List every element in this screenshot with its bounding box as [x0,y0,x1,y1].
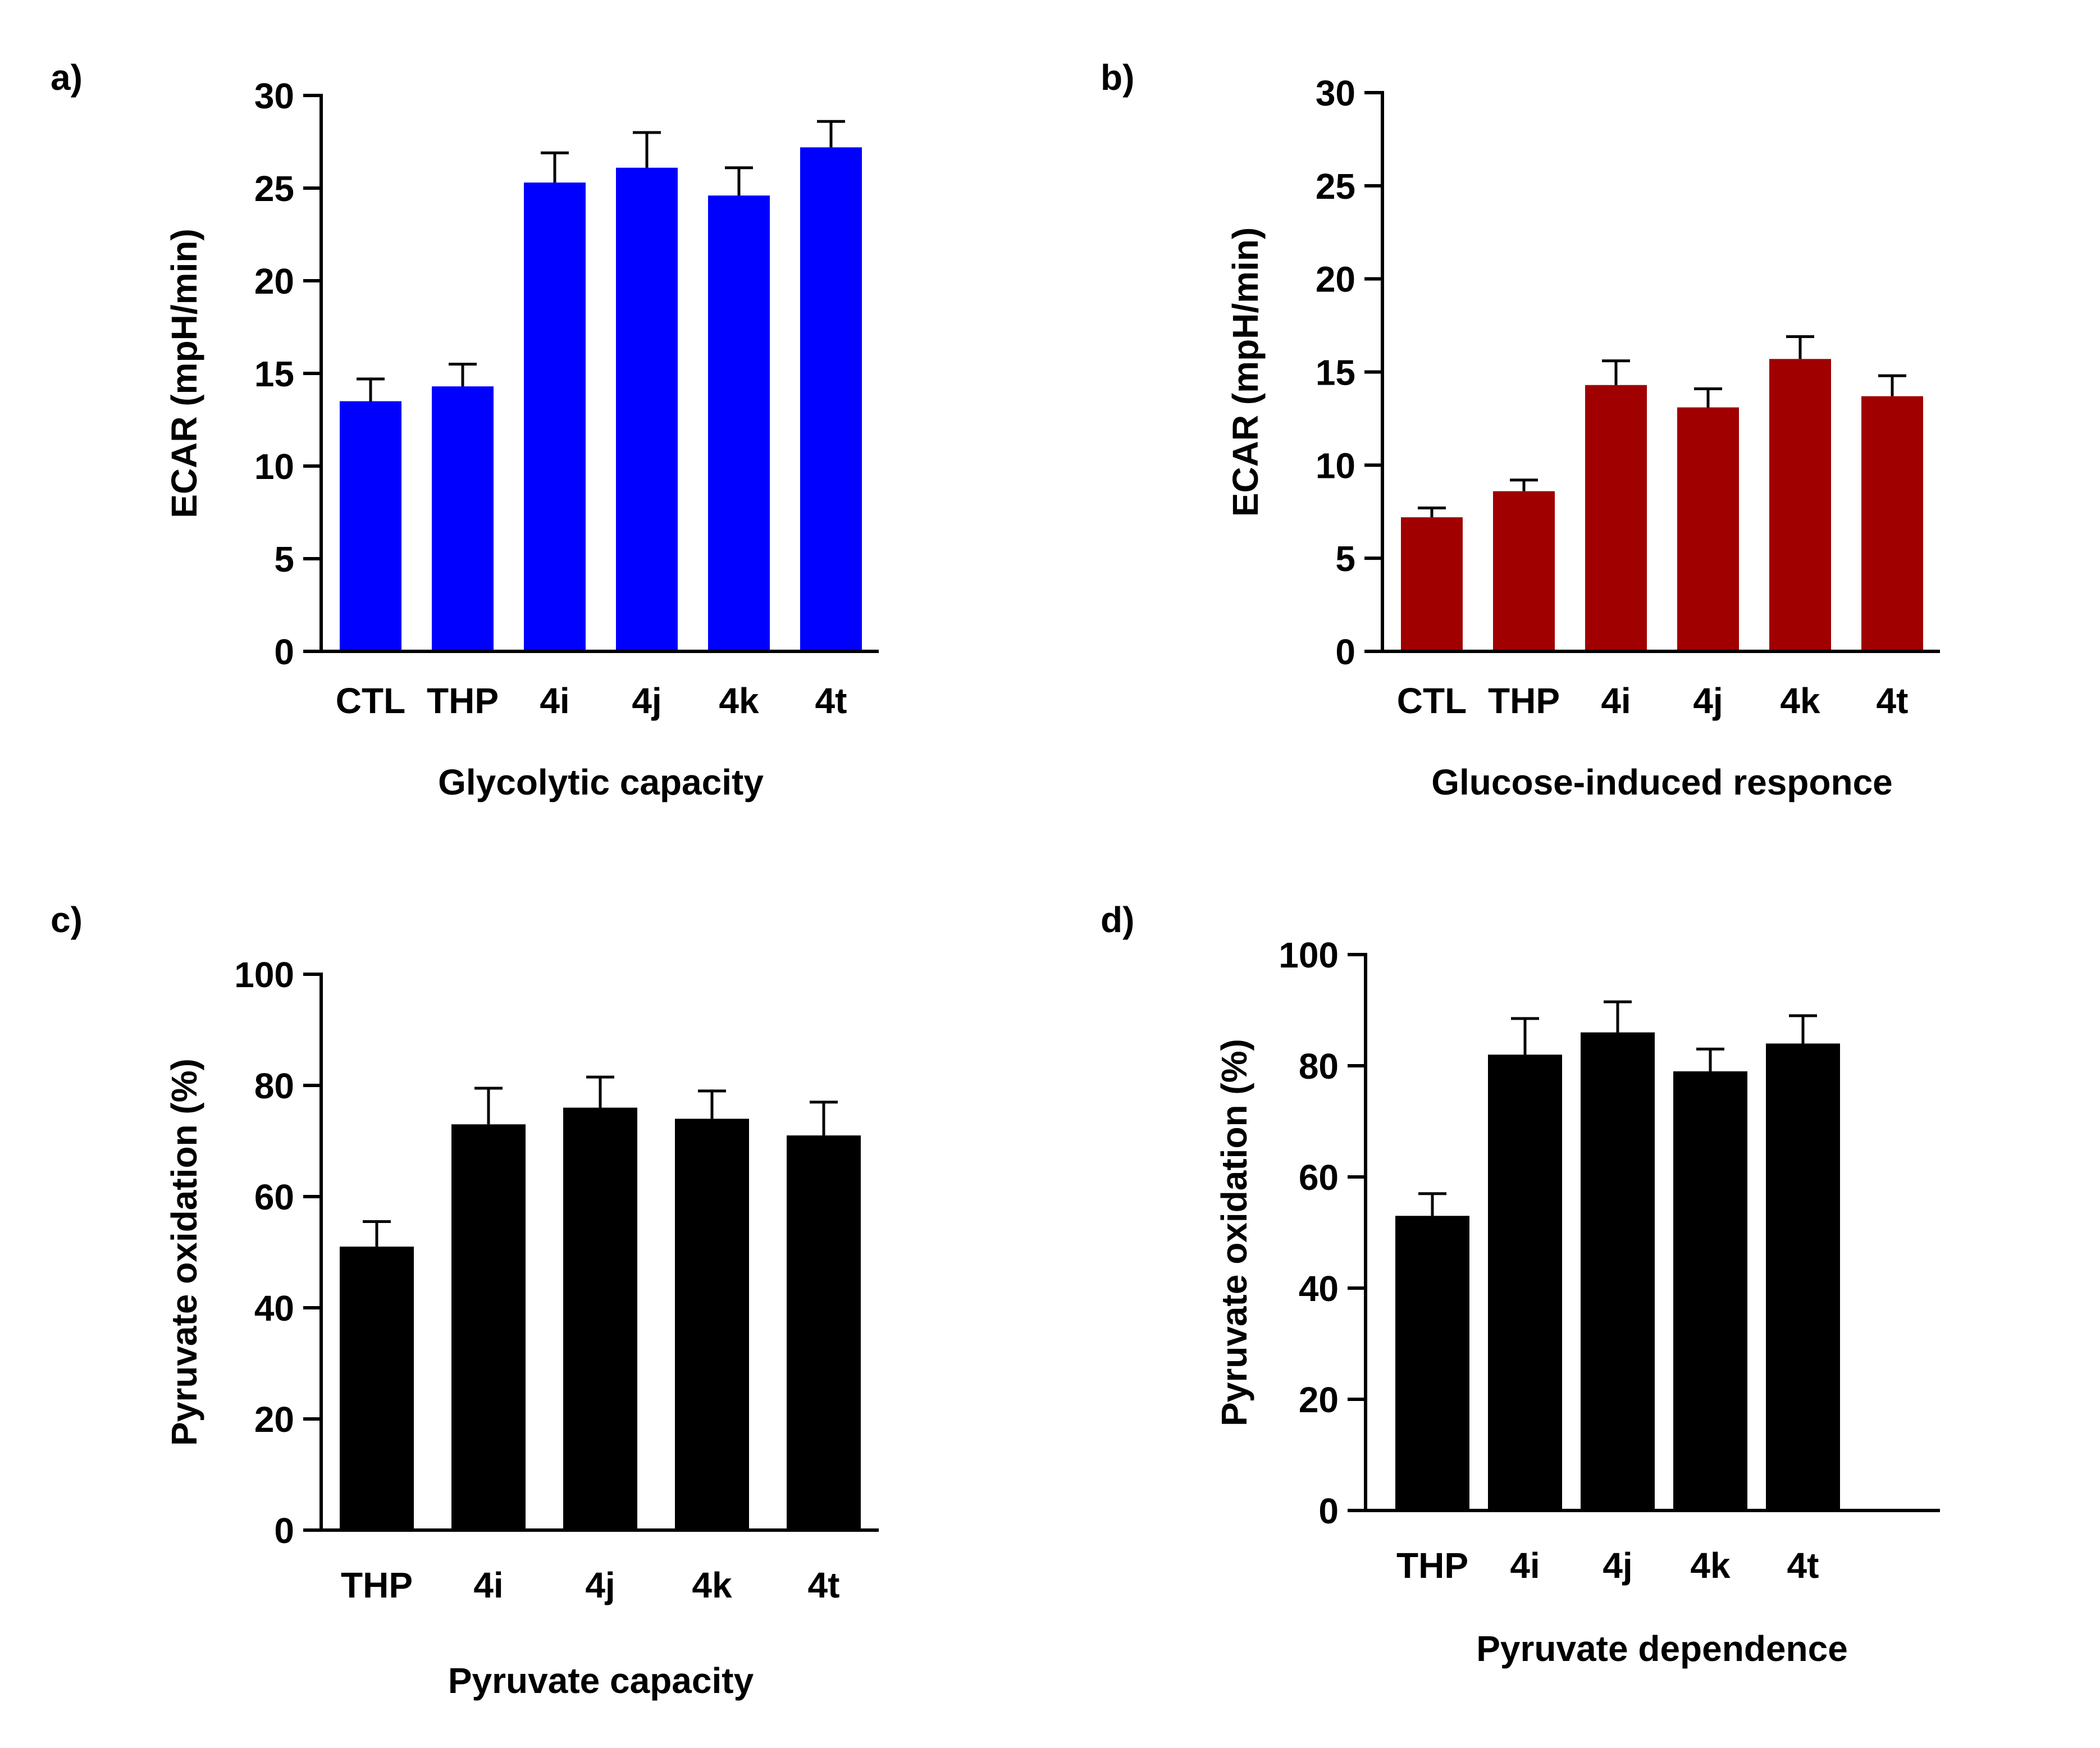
panel-letter: c) [51,900,83,940]
y-tick-label: 40 [254,1288,294,1329]
bar [432,386,494,651]
chart-title: Glycolytic capacity [438,762,764,802]
x-tick-label: THP [1488,681,1560,721]
y-tick-label: 30 [254,76,294,116]
y-axis-title: Pyruvate oxidation (%) [164,1058,204,1446]
bar [787,1135,861,1530]
x-tick-label: 4t [1877,681,1909,721]
chart-title: Glucose-induced responce [1431,762,1893,802]
bar [1861,396,1923,651]
bar [800,147,862,651]
bar [1766,1043,1840,1510]
y-tick-label: 20 [254,261,294,302]
y-tick-label: 20 [254,1399,294,1440]
bar [708,195,770,651]
bar [1581,1032,1655,1510]
bar [1493,491,1555,651]
x-tick-label: CTL [336,681,405,721]
y-tick-label: 5 [1335,538,1355,579]
y-tick-label: 0 [1318,1491,1339,1531]
x-tick-label: 4t [808,1565,840,1605]
panel-letter: a) [51,57,83,98]
panel-a: a) CTL THP 4i 4j 4k 4t 0 5 10 15 20 25 30 ECAR (mpH/mi… [51,57,879,802]
bar [1401,517,1463,651]
x-tick-label: 4j [1603,1545,1632,1586]
bar [1673,1071,1747,1510]
bar [563,1107,637,1530]
panel-letter: d) [1101,900,1134,940]
y-tick-label: 10 [1316,445,1355,486]
x-tick-label: 4j [632,681,661,721]
bar [1488,1055,1562,1510]
y-tick-label: 80 [254,1066,294,1106]
bar [451,1124,526,1530]
y-axis-title: ECAR (mpH/min) [164,229,204,518]
y-tick-label: 25 [1316,166,1355,207]
bar [1585,385,1647,651]
bar [1677,407,1739,651]
y-tick-label: 30 [1316,73,1355,113]
x-tick-label: 4k [692,1565,732,1605]
y-tick-label: 15 [254,354,294,394]
x-tick-label: THP [427,681,499,721]
y-tick-label: 60 [254,1177,294,1217]
y-tick-label: 40 [1299,1268,1339,1309]
y-tick-label: 80 [1299,1046,1339,1087]
y-tick-label: 20 [1316,259,1355,300]
y-tick-label: 0 [274,1510,294,1551]
y-tick-label: 0 [274,632,294,672]
x-tick-label: 4t [1787,1545,1819,1586]
chart-title: Pyruvate capacity [448,1660,754,1701]
bar [1769,359,1831,651]
x-tick-label: 4i [540,681,569,721]
bar [340,401,401,651]
y-tick-label: 60 [1299,1157,1339,1198]
x-tick-label: 4j [1693,681,1723,721]
x-tick-label: 4j [585,1565,615,1605]
x-tick-label: 4k [1780,681,1820,721]
y-tick-label: 0 [1335,632,1355,672]
y-tick-label: 20 [1299,1380,1339,1420]
y-axis-title: Pyruvate oxidation (%) [1214,1039,1254,1426]
bar [1395,1216,1469,1510]
x-tick-label: 4k [1690,1545,1731,1586]
y-tick-label: 100 [234,955,294,995]
x-tick-label: 4i [1601,681,1631,721]
x-tick-label: CTL [1397,681,1467,721]
bar [675,1119,749,1530]
y-tick-label: 100 [1279,935,1339,975]
panel-d: d) THP 4i 4j 4k 4t 0 20 40 60 80 100 Pyruvate oxidat… [1101,900,1940,1669]
x-tick-label: THP [341,1565,413,1605]
y-axis-title: ECAR (mpH/min) [1225,227,1266,517]
chart-title: Pyruvate dependence [1476,1628,1848,1669]
panel-c: c) THP 4i 4j 4k 4t 0 20 40 60 80 100 Pyruvate oxidat… [51,900,879,1701]
bar [524,182,586,652]
y-tick-label: 5 [274,539,294,579]
y-tick-label: 25 [254,168,294,209]
bar [340,1247,414,1530]
x-tick-label: 4k [719,681,759,721]
panel-b: b) CTL THP 4i 4j 4k 4t 0 5 10 15 20 25 30 ECAR (mpH/mi… [1101,57,1940,802]
x-tick-label: THP [1396,1545,1468,1586]
x-tick-label: 4i [473,1565,503,1605]
panel-letter: b) [1101,57,1134,98]
bar [616,167,678,651]
x-tick-label: 4i [1510,1545,1540,1586]
x-tick-label: 4t [815,681,847,721]
y-tick-label: 15 [1316,353,1355,393]
y-tick-label: 10 [254,446,294,487]
